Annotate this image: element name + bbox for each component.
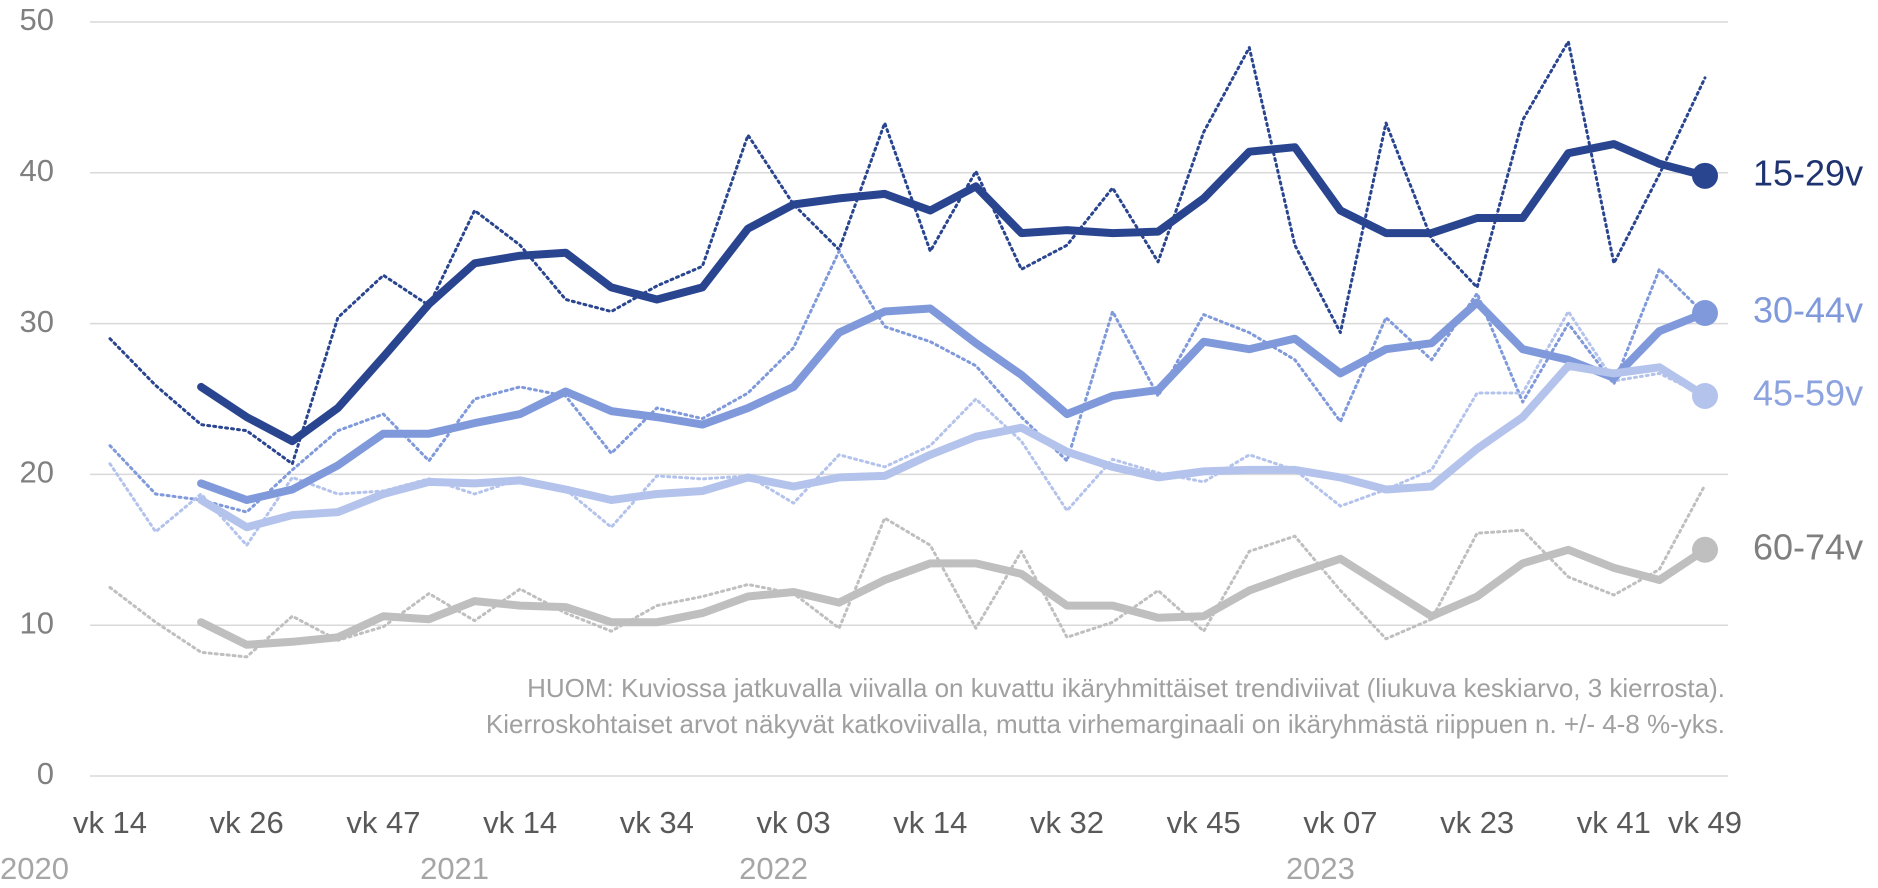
raw-line bbox=[108, 40, 1707, 466]
x-tick-label: vk 26 bbox=[210, 805, 284, 840]
end-marker bbox=[1692, 536, 1718, 563]
raw-line bbox=[108, 249, 1707, 514]
x-tick-label: vk 07 bbox=[1303, 805, 1377, 840]
y-tick-label: 20 bbox=[20, 455, 54, 490]
x-tick-label: vk 03 bbox=[757, 805, 831, 840]
trend-line bbox=[197, 140, 1709, 446]
legend-label: 15-29v bbox=[1753, 152, 1863, 193]
raw-line bbox=[108, 310, 1707, 547]
raw-line bbox=[108, 483, 1707, 659]
y-tick-label: 40 bbox=[20, 153, 54, 188]
year-label: 2022 bbox=[739, 851, 808, 886]
x-tick-label: vk 14 bbox=[483, 805, 557, 840]
end-marker bbox=[1692, 162, 1718, 189]
trend-line bbox=[197, 298, 1709, 504]
x-tick-label: vk 45 bbox=[1167, 805, 1241, 840]
legend-label: 60-74v bbox=[1753, 526, 1863, 567]
year-label: 2021 bbox=[420, 851, 489, 886]
end-marker bbox=[1692, 300, 1718, 327]
legend-label: 30-44v bbox=[1753, 290, 1863, 331]
trend-line bbox=[197, 361, 1709, 532]
y-tick-label: 0 bbox=[37, 756, 54, 791]
end-marker bbox=[1692, 382, 1718, 409]
y-tick-label: 30 bbox=[20, 304, 54, 339]
legend-label: 45-59v bbox=[1753, 372, 1863, 413]
x-tick-label: vk 49 bbox=[1668, 805, 1742, 840]
x-tick-label: vk 41 bbox=[1577, 805, 1651, 840]
x-tick-label: vk 34 bbox=[620, 805, 694, 840]
annotation: Kierroskohtaiset arvot näkyvät katkoviiv… bbox=[486, 709, 1725, 739]
y-tick-label: 50 bbox=[20, 2, 54, 37]
trend-line bbox=[197, 545, 1709, 649]
x-tick-label: vk 14 bbox=[73, 805, 147, 840]
year-label: 2023 bbox=[1286, 851, 1355, 886]
x-tick-label: vk 23 bbox=[1440, 805, 1514, 840]
annotation: HUOM: Kuviossa jatkuvalla viivalla on ku… bbox=[527, 673, 1725, 703]
y-tick-label: 10 bbox=[20, 605, 54, 640]
x-tick-label: vk 47 bbox=[346, 805, 420, 840]
year-label: 2020 bbox=[0, 851, 69, 886]
x-tick-label: vk 32 bbox=[1030, 805, 1104, 840]
x-tick-label: vk 14 bbox=[893, 805, 967, 840]
